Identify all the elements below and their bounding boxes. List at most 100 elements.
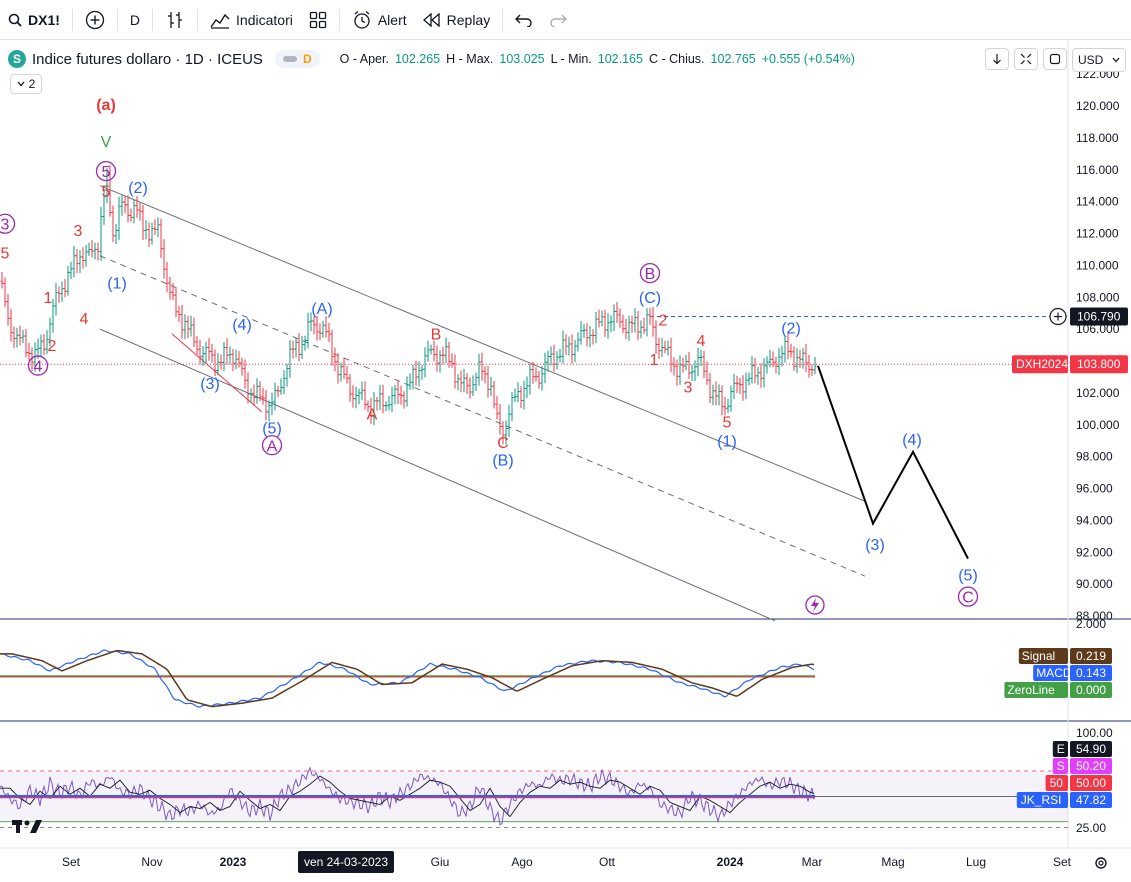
- price-axis[interactable]: 122.000120.000118.000116.000114.000112.0…: [1076, 67, 1120, 623]
- candle: [96, 242, 100, 261]
- rsi-level-tag: 50 50.00: [1045, 775, 1112, 791]
- redo-button[interactable]: [541, 0, 575, 40]
- undo-button[interactable]: [507, 0, 541, 40]
- candle: [282, 370, 286, 394]
- candle: [468, 377, 472, 399]
- wave-label[interactable]: (5): [958, 567, 978, 584]
- wave-label[interactable]: (C): [639, 290, 661, 307]
- wave-label[interactable]: (A): [311, 301, 332, 318]
- wave-label[interactable]: 4: [27, 355, 49, 376]
- wave-label[interactable]: 1: [44, 290, 53, 307]
- data-status-pill[interactable]: D: [274, 50, 320, 68]
- gear-icon[interactable]: [1095, 857, 1107, 869]
- wave-label[interactable]: 5: [102, 183, 111, 200]
- wave-label[interactable]: 2: [48, 338, 57, 355]
- channel-mid-line[interactable]: [99, 255, 866, 577]
- wave-label[interactable]: (2): [781, 320, 801, 337]
- projection-path[interactable]: [817, 365, 969, 560]
- wave-label[interactable]: 3: [684, 379, 693, 396]
- wave-label[interactable]: (1): [717, 433, 737, 450]
- interval-button[interactable]: D: [122, 0, 148, 40]
- trendline-red[interactable]: [171, 333, 263, 413]
- wave-label[interactable]: 4: [80, 311, 89, 328]
- wave-label[interactable]: 5: [723, 414, 732, 431]
- symbol-search-button[interactable]: DX1!: [0, 0, 68, 40]
- svg-text:3: 3: [74, 223, 83, 240]
- legend-collapse-button[interactable]: 2: [10, 74, 42, 94]
- svg-text:A: A: [267, 438, 278, 455]
- collapse-pane-button[interactable]: [1014, 48, 1038, 70]
- wave-label[interactable]: V: [101, 134, 112, 151]
- wave-label[interactable]: (2): [128, 180, 148, 197]
- wave-label[interactable]: 4: [697, 333, 706, 350]
- chart-type-button[interactable]: [157, 0, 193, 40]
- wave-label[interactable]: (B): [492, 453, 513, 470]
- candle: [426, 340, 430, 362]
- channel-lines[interactable]: [0, 185, 1068, 622]
- svg-text:5: 5: [102, 183, 111, 200]
- candle: [45, 330, 49, 354]
- candle: [447, 342, 451, 368]
- wave-label[interactable]: (1): [107, 276, 127, 293]
- wave-labels[interactable]: (a)V55 (2)3531(1)424(4)(3)(5)A(A)ABC(B)B(…: [0, 97, 979, 607]
- wave-label[interactable]: A: [261, 435, 283, 456]
- candle: [132, 199, 136, 224]
- wave-label[interactable]: B: [431, 327, 442, 344]
- wave-label[interactable]: 1: [650, 352, 659, 369]
- svg-text:S: S: [1057, 759, 1065, 773]
- candle: [273, 382, 277, 411]
- wave-label[interactable]: 5: [1, 245, 10, 262]
- wave-label[interactable]: 3: [74, 223, 83, 240]
- wave-label[interactable]: (3): [865, 537, 885, 554]
- wave-label[interactable]: (a): [96, 97, 116, 114]
- currency-select[interactable]: USD: [1072, 48, 1126, 72]
- maximize-pane-button[interactable]: [1043, 48, 1067, 70]
- wave-label[interactable]: (4): [902, 432, 922, 449]
- wave-label[interactable]: 5: [95, 160, 117, 182]
- arrow-down-icon: [993, 54, 1001, 65]
- candle: [417, 361, 421, 387]
- wave-label[interactable]: B: [639, 262, 661, 284]
- candle: [720, 385, 724, 416]
- wave-label[interactable]: 2: [659, 312, 668, 329]
- candle: [465, 373, 469, 395]
- candle: [483, 366, 487, 384]
- rsi-s-tag: S 50.20: [1052, 758, 1112, 774]
- projection-polyline[interactable]: [817, 365, 969, 560]
- candle: [711, 384, 715, 406]
- svg-text:4: 4: [34, 359, 43, 376]
- svg-text:4: 4: [697, 333, 706, 350]
- candle: [738, 377, 742, 395]
- lightning-icon[interactable]: [805, 595, 825, 615]
- candle: [636, 311, 640, 341]
- candle: [186, 315, 190, 338]
- candle: [246, 372, 250, 404]
- wave-label[interactable]: A: [367, 406, 378, 423]
- price-tick-label: 118.000: [1076, 131, 1119, 145]
- candle: [429, 344, 433, 355]
- legend-title[interactable]: Indice futures dollaro · 1D · ICEUS: [32, 50, 263, 68]
- wave-label[interactable]: 3: [0, 213, 16, 234]
- wave-label[interactable]: (4): [232, 317, 252, 334]
- price-tick-label: 120.000: [1076, 99, 1120, 113]
- move-down-button[interactable]: [985, 48, 1009, 70]
- wave-label[interactable]: C: [957, 586, 979, 607]
- replay-button[interactable]: Replay: [415, 0, 499, 40]
- compare-symbol-button[interactable]: [77, 0, 113, 40]
- wave-label[interactable]: (5): [262, 421, 282, 438]
- candle: [777, 347, 781, 376]
- time-axis[interactable]: Set Nov 2023 Giu Ago Ott 2024 Mar Mag Lug Set ven 2…: [62, 851, 1072, 873]
- candle: [558, 348, 562, 363]
- wave-label[interactable]: (3): [200, 376, 220, 393]
- wave-label[interactable]: C: [497, 435, 509, 452]
- high-label: H - Max.: [446, 52, 494, 66]
- indicators-button[interactable]: Indicatori: [202, 0, 301, 40]
- layout-templates-button[interactable]: [301, 0, 335, 40]
- channel-lower-line[interactable]: [99, 328, 776, 622]
- channel-upper-line[interactable]: [99, 185, 866, 502]
- candle: [504, 420, 508, 445]
- alert-button[interactable]: Alert: [344, 0, 415, 40]
- low-label: L - Min.: [550, 52, 592, 66]
- candle: [120, 195, 124, 216]
